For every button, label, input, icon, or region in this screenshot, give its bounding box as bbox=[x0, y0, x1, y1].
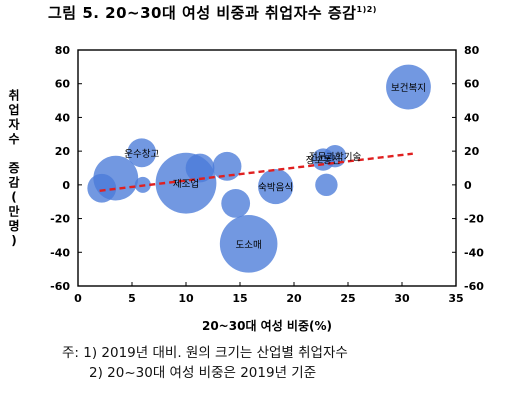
y-right-tick-label-2: 40 bbox=[464, 111, 480, 124]
y-left-tick-label-5: -20 bbox=[50, 213, 70, 226]
x-tick-label-4: 20 bbox=[286, 292, 302, 305]
bubble-label-13: 보건복지 bbox=[391, 83, 426, 94]
bubble-13 bbox=[386, 64, 431, 110]
x-tick-label-5: 25 bbox=[340, 292, 355, 305]
y-right-tick-label-5: -20 bbox=[464, 213, 484, 226]
figure-title-text: 그림 5. 20~30대 여성 비중과 취업자수 증감 bbox=[48, 4, 357, 22]
bubble-label-4: 제조업 bbox=[173, 178, 199, 190]
y-right-tick-label-7: -60 bbox=[464, 280, 484, 293]
x-tick-label-3: 15 bbox=[232, 292, 247, 305]
y-right-tick-label-1: 60 bbox=[464, 78, 480, 91]
x-axis-ticks: 0 5 10 15 20 25 30 35 bbox=[74, 282, 464, 305]
bubbles-layer bbox=[87, 64, 431, 273]
x-tick-label-6: 30 bbox=[394, 292, 410, 305]
x-axis-label: 20~30대 여성 비중(%) bbox=[202, 318, 332, 333]
bubble-7 bbox=[221, 189, 251, 218]
x-tick-label-0: 0 bbox=[74, 292, 82, 305]
bubble-2 bbox=[127, 138, 157, 168]
bubble-label-10: 정보통신 bbox=[306, 156, 341, 167]
plot-area-frame bbox=[77, 49, 457, 287]
y-right-tick-label-3: 20 bbox=[464, 145, 480, 158]
y-axis-left-ticks: 80 60 40 20 0 -20 -40 -60 bbox=[50, 44, 82, 293]
x-tick-label-2: 10 bbox=[178, 292, 194, 305]
bubble-label-9: 도소매 bbox=[236, 240, 262, 251]
bubble-6 bbox=[212, 151, 242, 181]
bubble-label-2: 운수창고 bbox=[124, 149, 159, 160]
footnote-1: 주: 1) 2019년 대비. 원의 크기는 산업별 취업자수 bbox=[62, 345, 348, 361]
y-left-tick-label-6: -40 bbox=[50, 246, 70, 259]
footnote-2: 2) 20~30대 여성 비중은 2019년 기준 bbox=[89, 365, 317, 381]
y-left-tick-label-1: 60 bbox=[55, 78, 71, 91]
bubble-5 bbox=[185, 153, 215, 183]
figure-title-superscript: 1)2) bbox=[356, 5, 377, 14]
bubble-label-11: 전문과학기술 bbox=[309, 152, 362, 163]
figure-title: 그림 5. 20~30대 여성 비중과 취업자수 증감1)2) bbox=[48, 2, 377, 23]
y-right-tick-label-4: 0 bbox=[464, 179, 472, 192]
footnotes: 주: 1) 2019년 대비. 원의 크기는 산업별 취업자수 2) 20~30… bbox=[62, 343, 348, 383]
y-left-tick-label-0: 80 bbox=[55, 44, 71, 57]
trend-line bbox=[99, 152, 413, 192]
y-left-tick-label-2: 40 bbox=[55, 111, 71, 124]
bubble-12 bbox=[315, 173, 338, 197]
x-tick-label-7: 35 bbox=[448, 292, 463, 305]
bubble-8 bbox=[258, 168, 294, 205]
y-axis-right-ticks: 80 60 40 20 0 -20 -40 -60 bbox=[452, 44, 484, 293]
bubble-label-8: 숙박음식 bbox=[258, 183, 293, 194]
y-left-tick-label-4: 0 bbox=[62, 179, 70, 192]
y-right-tick-label-0: 80 bbox=[464, 44, 480, 57]
y-left-tick-label-3: 20 bbox=[55, 145, 71, 158]
bubble-9 bbox=[219, 215, 278, 273]
x-tick-label-1: 5 bbox=[128, 292, 136, 305]
y-right-tick-label-6: -40 bbox=[464, 246, 484, 259]
y-left-tick-label-7: -60 bbox=[50, 280, 70, 293]
